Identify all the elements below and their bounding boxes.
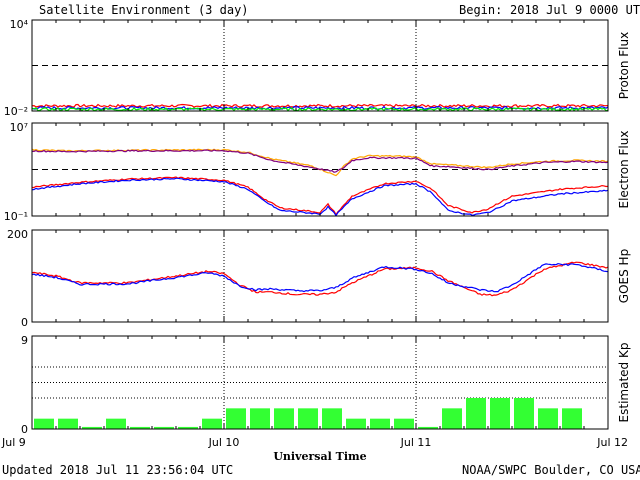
y-tick-label: 0 [21,423,28,436]
x-tick-label: Jul 10 [208,436,240,449]
kp-bar [442,408,462,429]
kp-bar [34,418,54,429]
y-tick-label: 200 [7,228,28,241]
kp-bar [514,398,534,429]
kp-bar [298,408,318,429]
y-tick-label: 10⁻¹ [4,210,28,223]
y-axis-label: Estimated Kp [617,343,631,423]
kp-bar [202,418,222,429]
y-tick-label: 0 [21,316,28,329]
series-line-1 [32,148,608,177]
x-axis-title: Universal Time [273,450,366,463]
plot-area [32,336,608,429]
y-axis-label: GOES Hp [617,249,631,303]
panel-4: 9 0 Estimated Kp Jul 9 Jul 10 Jul 11 Jul 12 Uni… [1,334,631,463]
panel-frame [31,229,609,323]
kp-bar [538,408,558,429]
kp-bar [82,426,102,429]
y-tick-label: 9 [21,334,28,347]
kp-bar [322,408,342,429]
x-tick-label: Jul 12 [596,436,628,449]
begin-label: Begin: [459,3,503,17]
series-line-2 [32,262,608,293]
kp-bar [154,426,174,429]
kp-bar [58,418,78,429]
kp-bar [130,426,150,429]
kp-bar [490,398,510,429]
plot-area [32,123,608,216]
kp-bar [562,408,582,429]
data-source: NOAA/SWPC Boulder, CO USA [462,463,640,477]
y-tick-label: 10⁴ [10,18,29,31]
panel-frame [31,19,609,112]
panel-2: 10⁷ 10⁻¹ Electron Flux [4,121,631,223]
kp-bar [226,408,246,429]
kp-bar [250,408,270,429]
x-tick-label: Jul 11 [400,436,432,449]
kp-bar [466,398,486,429]
series-line-3 [32,176,608,216]
kp-bar [418,426,438,429]
y-tick-label: 10⁷ [10,121,28,134]
y-axis-label: Proton Flux [617,32,631,99]
panel-1: 10⁴ 10⁻² Proton Flux [4,18,631,118]
begin-value: 2018 Jul 9 0000 UTC [510,3,640,17]
y-axis-label: Electron Flux [617,131,631,209]
kp-bar [346,418,366,429]
series-line-1 [32,261,608,297]
kp-bar [274,408,294,429]
x-tick-label: Jul 9 [1,436,26,449]
series-line-2 [32,149,608,173]
panel-3: 200 0 GOES Hp [7,228,631,329]
chart-title: Satellite Environment (3 day) [39,3,249,17]
y-tick-label: 10⁻² [4,105,28,118]
series-line-1 [32,103,608,108]
kp-bar [394,418,414,429]
updated-timestamp: Updated 2018 Jul 11 23:56:04 UTC [2,463,234,477]
plot-area [32,230,608,322]
plot-area [32,20,608,111]
kp-bar [178,426,198,429]
kp-bar [370,418,390,429]
series-line-4 [32,177,608,216]
kp-bar [106,418,126,429]
